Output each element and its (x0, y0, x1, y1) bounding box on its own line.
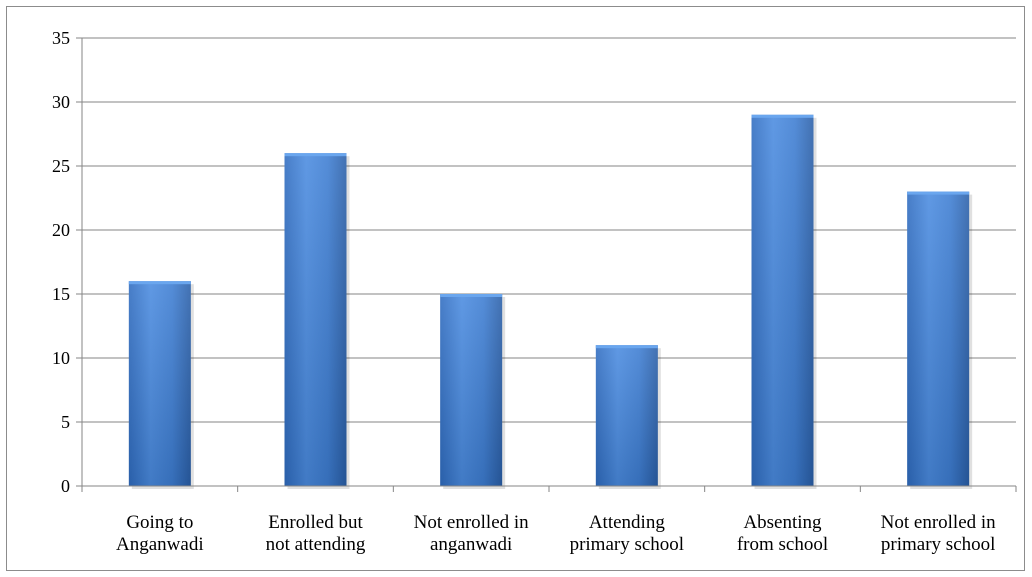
bar-top-highlight (284, 153, 347, 157)
x-category-label-line: Not enrolled in (414, 512, 530, 533)
bar-top-highlight (751, 114, 814, 118)
y-tick-label: 5 (61, 412, 70, 432)
bar-top-highlight (907, 191, 970, 195)
bar-shade (751, 114, 814, 487)
x-category-label-line: Not enrolled in (881, 512, 997, 533)
x-category-label-line: not attending (266, 534, 366, 555)
bars (128, 114, 973, 490)
x-category-label-line: anganwadi (430, 534, 512, 555)
y-tick-label: 0 (61, 476, 70, 496)
y-tick-label: 25 (52, 156, 70, 176)
bar-shade (128, 281, 191, 486)
x-category-label-line: primary school (881, 534, 996, 555)
bar-shade (595, 345, 658, 486)
bar-shade (907, 191, 970, 486)
x-category-label-line: from school (737, 534, 828, 555)
x-category-label-line: Anganwadi (116, 534, 204, 555)
bar-shade (440, 294, 503, 486)
bar-3 (440, 294, 506, 489)
bar-6 (907, 191, 973, 489)
y-tick-label: 30 (52, 92, 70, 112)
bar-top-highlight (440, 294, 503, 297)
x-category-label-line: Attending (589, 512, 665, 533)
gridlines (76, 37, 1016, 487)
x-category-label-line: Going to (126, 512, 193, 533)
y-tick-label: 15 (52, 284, 70, 304)
x-category-label-line: Enrolled but (268, 512, 363, 533)
bar-5 (751, 114, 817, 490)
y-tick-label: 10 (52, 348, 70, 368)
bar-shade (284, 153, 347, 486)
bar-4 (595, 345, 661, 489)
y-axis-tick-labels: 0 5 10 15 20 25 30 35 (52, 28, 70, 496)
bar-2 (284, 153, 350, 489)
x-category-label-line: primary school (570, 534, 685, 555)
axes (81, 38, 1017, 492)
x-category-label-line: Absenting (743, 512, 822, 533)
bar-1 (128, 281, 194, 489)
bar-top-highlight (128, 281, 191, 285)
y-tick-label: 35 (52, 28, 70, 48)
y-tick-label: 20 (52, 220, 70, 240)
bar-top-highlight (595, 345, 658, 349)
